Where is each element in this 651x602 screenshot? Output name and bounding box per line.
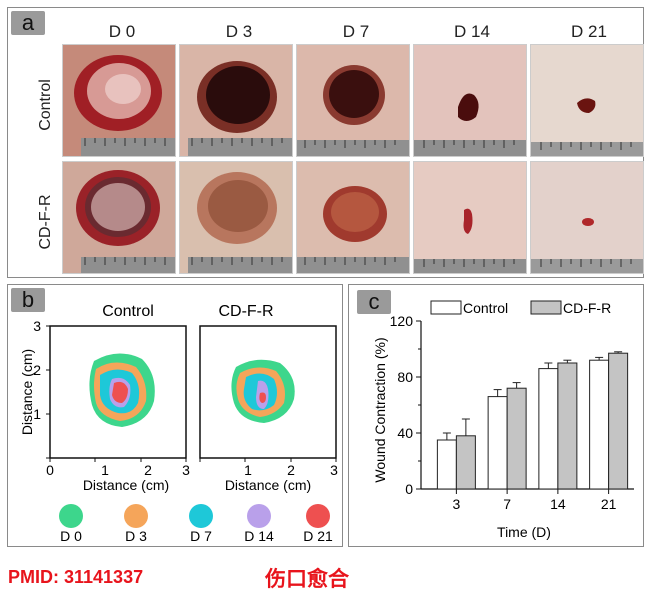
- wound-photo-cdfr-d0: [62, 161, 176, 274]
- contour-control-d21: [112, 381, 128, 403]
- control-xtick-1: 1: [101, 462, 109, 478]
- pmid-label: PMID: 31141337: [8, 567, 144, 587]
- contour-xlabel-cdfr: Distance (cm): [225, 477, 311, 493]
- day-label-d7: D 7: [342, 22, 370, 41]
- wound-contraction-chart: Control CD-F-R 0 40 80 120 3 7 14 21 Time (D) W…: [372, 300, 634, 540]
- panel-a: a D 0 D 3 D 7 D 14 D 21 Control CD-F-R: [7, 7, 644, 278]
- wound-photo-cdfr-d3: [179, 161, 293, 274]
- panel-c-tag: c: [357, 290, 391, 314]
- legend-label-d7: D 7: [190, 528, 212, 544]
- cdfr-axis-ticks: [199, 458, 337, 462]
- legend-swatch-d3: [124, 504, 148, 528]
- wound-photo-cdfr-d21: [530, 161, 644, 274]
- control-axis-ticks: [46, 325, 187, 462]
- bar-cdfr: [506, 387, 527, 490]
- bar-control: [436, 439, 457, 490]
- x-tick-label: 3: [452, 496, 460, 512]
- x-tick-label: 14: [550, 496, 566, 512]
- control-xtick-0: 0: [46, 462, 54, 478]
- contour-title-control: Control: [102, 303, 154, 320]
- y-tick-label: 80: [397, 369, 413, 385]
- legend-swatch-cdfr: [530, 300, 562, 315]
- wound-photo-control-d7: [296, 44, 410, 157]
- control-ytick-1: 1: [33, 406, 41, 422]
- bar-cdfr: [557, 362, 578, 490]
- contour-plots: Control CD-F-R 0 1 2 3 3: [19, 303, 338, 544]
- legend-swatch-d0: [59, 504, 83, 528]
- x-tick-label: 21: [601, 496, 617, 512]
- legend-label-d14: D 14: [244, 528, 274, 544]
- row-label-cdfr: CD-F-R: [37, 194, 54, 250]
- contour-ylabel: Distance (cm): [19, 349, 35, 435]
- chart-ylabel: Wound Contraction (%): [372, 337, 388, 482]
- contour-legend: D 0 D 3 D 7 D 14 D 21: [59, 504, 333, 544]
- legend-label-control: Control: [463, 300, 508, 316]
- legend-swatch-d7: [189, 504, 213, 528]
- legend-label-d3: D 3: [125, 528, 147, 544]
- control-xtick-3: 3: [182, 462, 190, 478]
- contour-title-cdfr: CD-F-R: [218, 303, 273, 320]
- x-tick-label: 7: [503, 496, 511, 512]
- chart-xlabel: Time (D): [497, 524, 551, 540]
- control-xtick-2: 2: [144, 462, 152, 478]
- row-label-control: Control: [37, 79, 54, 131]
- bar-cdfr: [455, 435, 476, 490]
- legend-label-cdfr: CD-F-R: [563, 300, 611, 316]
- cdfr-xtick-3: 3: [330, 462, 338, 478]
- legend-swatch-d21: [306, 504, 330, 528]
- wound-photo-cdfr-d14: [413, 161, 527, 274]
- cdfr-xtick-2: 2: [287, 462, 295, 478]
- bar-control: [487, 396, 508, 490]
- legend-swatch-control: [430, 300, 462, 315]
- y-tick-label: 0: [405, 481, 413, 497]
- control-ytick-3: 3: [33, 318, 41, 334]
- panel-c: c Control CD-F-R 0 40 80 120 3 7 14 21 Time (D)…: [348, 284, 644, 547]
- caption-label: 伤口愈合: [265, 567, 349, 591]
- day-label-d0: D 0: [108, 22, 136, 41]
- contour-xlabel-control: Distance (cm): [83, 477, 169, 493]
- cdfr-xtick-1: 1: [244, 462, 252, 478]
- control-ytick-2: 2: [33, 362, 41, 378]
- legend-label-d0: D 0: [60, 528, 82, 544]
- bar-control: [589, 359, 610, 490]
- wound-photo-cdfr-d7: [296, 161, 410, 274]
- wound-photo-control-d21: [530, 44, 644, 157]
- legend-swatch-d14: [247, 504, 271, 528]
- bar-cdfr: [608, 352, 629, 490]
- legend-label-d21: D 21: [303, 528, 333, 544]
- wound-photo-control-d0: [62, 44, 176, 157]
- day-label-d14: D 14: [454, 22, 490, 41]
- day-label-d21: D 21: [571, 22, 607, 41]
- panel-b-tag: b: [11, 288, 45, 312]
- panel-b: b Control CD-F-R 0 1 2: [7, 284, 343, 547]
- contour-cdfr-d21: [259, 392, 266, 403]
- bar-control: [538, 368, 559, 490]
- wound-photo-control-d14: [413, 44, 527, 157]
- y-tick-label: 120: [390, 313, 414, 329]
- panel-a-tag: a: [11, 11, 45, 35]
- wound-photo-control-d3: [179, 44, 293, 157]
- y-tick-label: 40: [397, 425, 413, 441]
- day-label-d3: D 3: [225, 22, 253, 41]
